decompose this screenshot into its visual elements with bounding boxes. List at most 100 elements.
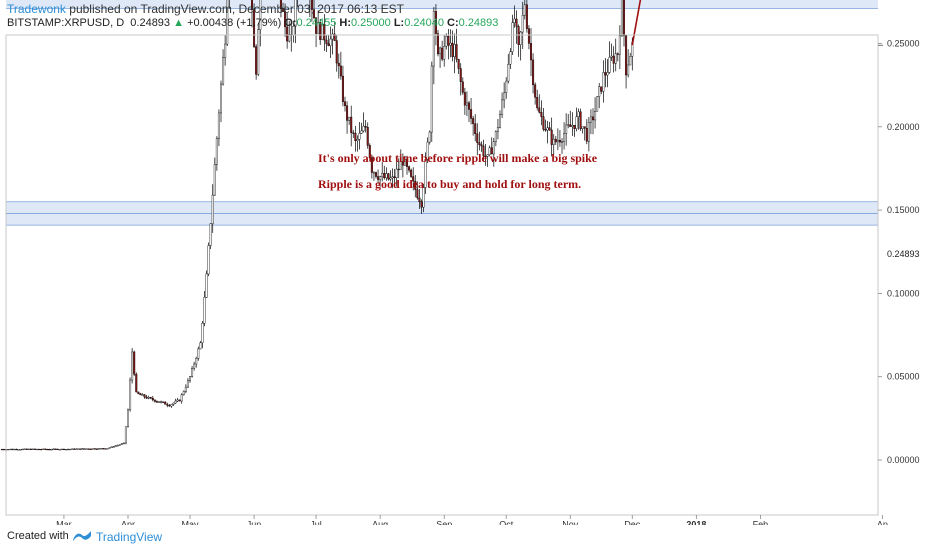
candle	[513, 5, 516, 28]
candle	[147, 395, 150, 400]
candle	[201, 321, 204, 349]
x-tick-label: Ap	[877, 519, 888, 529]
candle	[122, 442, 125, 445]
candle-body	[333, 33, 336, 41]
candle	[550, 117, 553, 157]
candle-body	[600, 86, 603, 92]
candle-body	[468, 102, 471, 110]
publish-line: Tradewonk published on TradingView.com, …	[7, 2, 404, 16]
candle	[608, 41, 611, 74]
candle	[297, 0, 298, 8]
candle-body	[397, 168, 400, 171]
candle-body	[513, 18, 516, 23]
candle-body	[428, 131, 431, 143]
candle	[36, 448, 39, 451]
candle	[222, 49, 225, 86]
candle-body	[31, 448, 34, 450]
time-axis[interactable]: Mar Apr May Jun Jul Aug Sep Oct Nov Dec 2018 Feb Ap	[56, 515, 888, 529]
change-value: +0.00438 (+1.79%)	[187, 17, 282, 29]
candle	[629, 52, 632, 66]
candle	[46, 448, 49, 451]
candle	[571, 112, 574, 136]
candle	[344, 96, 347, 112]
candle	[554, 136, 557, 145]
projection-arrows	[631, 0, 642, 46]
x-tick-label: Mar	[56, 519, 72, 529]
publish-info: published on TradingView.com, December 0…	[69, 2, 404, 16]
candle	[391, 168, 394, 189]
candle	[174, 398, 177, 404]
candle-body	[46, 448, 49, 451]
candle	[25, 448, 28, 450]
candle-body	[470, 109, 473, 119]
candle-body	[201, 323, 204, 344]
candle-body	[410, 169, 413, 177]
candle-body	[327, 43, 330, 46]
candle	[424, 152, 427, 194]
candle	[449, 29, 452, 58]
candle-body	[453, 44, 456, 57]
x-tick-label: 2018	[686, 519, 706, 529]
open-label: O:	[284, 17, 297, 29]
candle	[366, 122, 369, 149]
author-link[interactable]: Tradewonk	[7, 2, 66, 16]
candle-body	[104, 448, 107, 450]
candle	[153, 399, 156, 403]
candle	[556, 128, 559, 151]
candle	[50, 448, 53, 451]
candle-body	[193, 363, 196, 369]
candle-body	[38, 448, 41, 451]
candle	[213, 157, 216, 196]
candle-body	[391, 176, 394, 179]
candle	[575, 107, 578, 132]
candle	[337, 53, 340, 79]
candle	[496, 118, 499, 140]
candle-body	[255, 46, 258, 75]
candle	[428, 130, 431, 145]
candle	[149, 396, 152, 400]
candle	[116, 444, 119, 447]
tradingview-logo-icon[interactable]	[72, 528, 92, 544]
candle-body	[546, 127, 549, 131]
candle-body	[366, 127, 369, 146]
tradingview-brand-link[interactable]: TradingView	[96, 530, 163, 544]
candle-body	[89, 448, 92, 450]
candle	[451, 30, 454, 62]
candle	[523, 0, 526, 20]
candle-body	[368, 145, 371, 159]
candle	[81, 448, 84, 450]
candle-body	[465, 102, 468, 106]
candle	[567, 113, 570, 129]
candle	[527, 25, 530, 50]
candle-body	[137, 391, 140, 394]
price-axis[interactable]: 0.500000.450000.400000.350000.300000.250…	[878, 0, 923, 548]
symbol-name[interactable]: BITSTAMP:XRPUSD, D	[7, 17, 125, 29]
candle-body	[461, 81, 464, 93]
candle-body	[139, 393, 142, 396]
candle	[352, 129, 355, 138]
candle-body	[577, 111, 580, 117]
candle	[178, 399, 181, 402]
candle-body	[282, 8, 285, 12]
candle-body	[133, 351, 136, 375]
candle	[377, 169, 380, 184]
candle-body	[341, 75, 344, 102]
candle-body	[517, 26, 520, 45]
candle	[71, 448, 74, 450]
candle	[625, 34, 628, 89]
candle	[368, 143, 371, 160]
candle	[211, 184, 214, 233]
candle	[110, 446, 113, 449]
candle	[492, 137, 495, 167]
support-resistance-zones	[6, 0, 878, 226]
candle-body	[451, 42, 454, 57]
candle-body	[321, 23, 324, 40]
y-tick-label: 0.25000	[887, 39, 920, 49]
candle-body	[331, 33, 334, 40]
candle	[38, 448, 41, 451]
candle	[395, 158, 398, 187]
candle	[515, 10, 518, 44]
candle-body	[120, 443, 123, 445]
candle	[137, 391, 140, 395]
